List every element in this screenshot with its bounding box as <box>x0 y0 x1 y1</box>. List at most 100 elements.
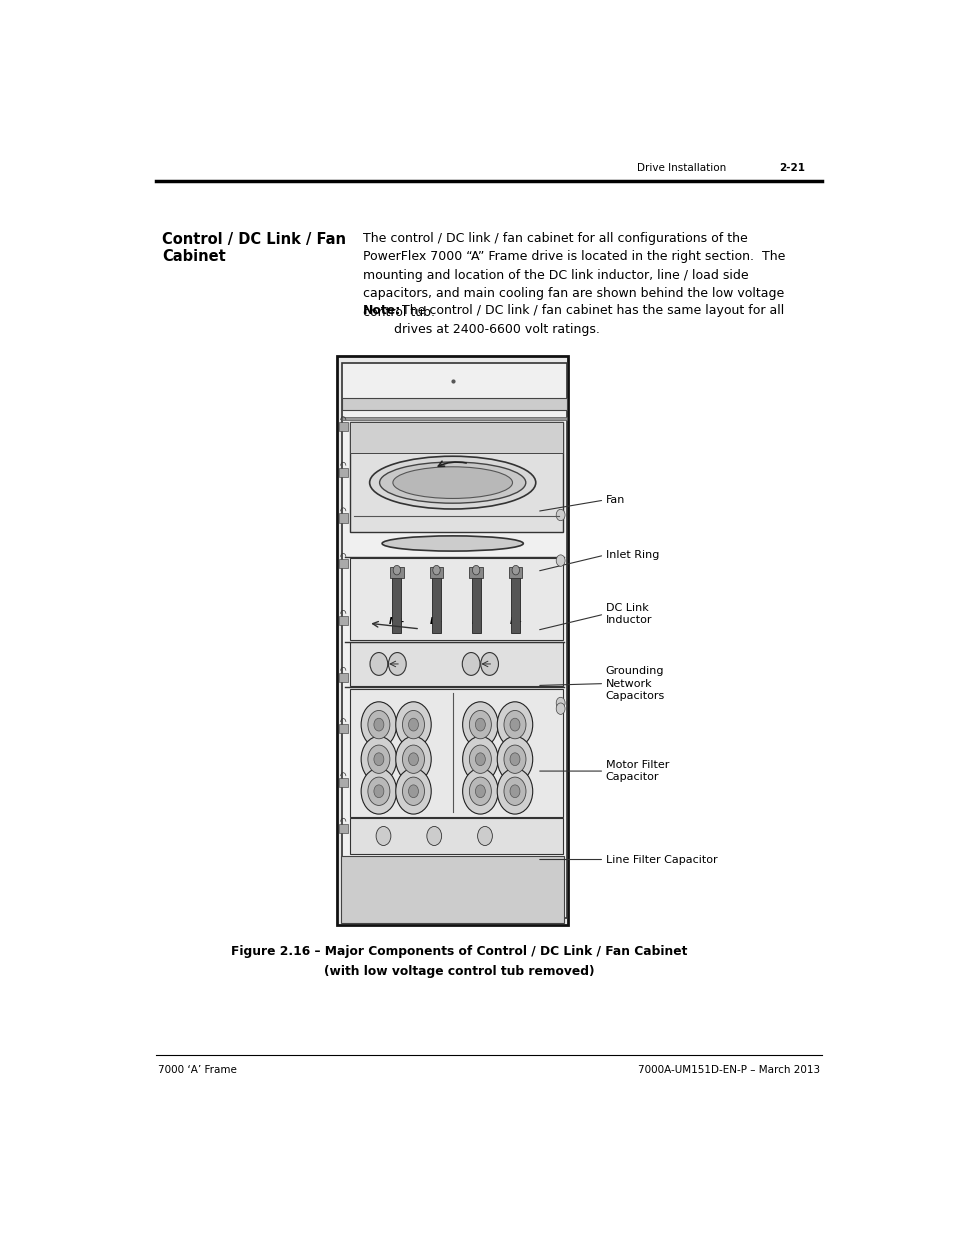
Text: Fan: Fan <box>605 495 624 505</box>
Text: Note:: Note: <box>363 304 401 317</box>
Text: L+: L+ <box>430 618 442 626</box>
Circle shape <box>462 768 497 814</box>
Ellipse shape <box>379 462 525 503</box>
Bar <box>338 468 348 477</box>
Circle shape <box>462 736 497 782</box>
Circle shape <box>556 509 564 521</box>
Text: Motor Filter
Capacitor: Motor Filter Capacitor <box>605 760 668 782</box>
Circle shape <box>469 745 491 773</box>
Bar <box>350 642 562 685</box>
Bar <box>338 422 348 431</box>
Circle shape <box>475 753 485 766</box>
Bar <box>350 818 562 853</box>
Bar <box>511 576 519 632</box>
Text: The control / DC link / fan cabinet has the same layout for all
drives at 2400-6: The control / DC link / fan cabinet has … <box>394 304 783 336</box>
Circle shape <box>472 566 479 576</box>
Circle shape <box>510 719 519 731</box>
Ellipse shape <box>369 456 536 509</box>
Bar <box>338 558 348 568</box>
Bar <box>338 824 348 834</box>
Bar <box>342 417 566 420</box>
Circle shape <box>462 701 497 747</box>
Ellipse shape <box>382 536 523 551</box>
Text: Grounding
Network
Capacitors: Grounding Network Capacitors <box>605 666 664 701</box>
Text: Line Filter Capacitor: Line Filter Capacitor <box>605 855 717 864</box>
Circle shape <box>368 710 390 739</box>
Bar <box>350 558 562 640</box>
Circle shape <box>393 566 400 576</box>
Text: M+: M+ <box>388 618 405 626</box>
Circle shape <box>361 736 396 782</box>
Circle shape <box>370 652 387 676</box>
Circle shape <box>497 768 532 814</box>
Bar <box>350 422 562 453</box>
Circle shape <box>374 719 383 731</box>
Text: 2-21: 2-21 <box>779 163 804 173</box>
Circle shape <box>469 710 491 739</box>
Circle shape <box>510 753 519 766</box>
Circle shape <box>361 701 396 747</box>
Circle shape <box>512 566 519 576</box>
Circle shape <box>408 753 418 766</box>
Circle shape <box>556 555 564 567</box>
Circle shape <box>388 652 406 676</box>
Bar <box>430 567 443 578</box>
Text: The control / DC link / fan cabinet for all configurations of the
PowerFlex 7000: The control / DC link / fan cabinet for … <box>363 232 784 319</box>
Text: DC Link
Inductor: DC Link Inductor <box>605 603 652 625</box>
FancyBboxPatch shape <box>337 356 567 925</box>
Circle shape <box>408 719 418 731</box>
Bar <box>338 513 348 522</box>
Circle shape <box>402 710 424 739</box>
Circle shape <box>462 652 479 676</box>
Bar <box>469 567 482 578</box>
Circle shape <box>556 698 564 709</box>
Circle shape <box>480 652 498 676</box>
Ellipse shape <box>393 467 512 499</box>
Circle shape <box>556 703 564 714</box>
Bar <box>342 398 566 410</box>
Circle shape <box>361 768 396 814</box>
Bar <box>341 856 564 924</box>
Circle shape <box>510 785 519 798</box>
Circle shape <box>408 785 418 798</box>
Text: Drive Installation: Drive Installation <box>637 163 725 173</box>
Circle shape <box>395 736 431 782</box>
Bar <box>509 567 522 578</box>
Text: 7000A-UM151D-EN-P – March 2013: 7000A-UM151D-EN-P – March 2013 <box>638 1065 820 1074</box>
Bar <box>432 576 440 632</box>
Bar <box>471 576 480 632</box>
Circle shape <box>503 710 525 739</box>
Bar <box>342 363 566 918</box>
Text: M-: M- <box>509 618 521 626</box>
Circle shape <box>375 826 391 846</box>
Circle shape <box>497 701 532 747</box>
Text: Inlet Ring: Inlet Ring <box>605 551 659 561</box>
Bar <box>390 567 403 578</box>
Circle shape <box>433 566 439 576</box>
Circle shape <box>475 719 485 731</box>
Circle shape <box>374 753 383 766</box>
Circle shape <box>368 777 390 805</box>
Circle shape <box>503 745 525 773</box>
Text: L-: L- <box>471 618 480 626</box>
Text: 7000 ‘A’ Frame: 7000 ‘A’ Frame <box>157 1065 236 1074</box>
Circle shape <box>368 745 390 773</box>
Bar <box>338 778 348 788</box>
Bar <box>350 422 562 532</box>
Text: (with low voltage control tub removed): (with low voltage control tub removed) <box>324 965 594 978</box>
Circle shape <box>402 745 424 773</box>
Circle shape <box>503 777 525 805</box>
Bar <box>350 689 562 816</box>
Text: Control / DC Link / Fan: Control / DC Link / Fan <box>162 232 346 247</box>
Bar <box>392 576 401 632</box>
Circle shape <box>374 785 383 798</box>
Bar <box>338 615 348 625</box>
Circle shape <box>477 826 492 846</box>
Circle shape <box>426 826 441 846</box>
Circle shape <box>469 777 491 805</box>
Circle shape <box>497 736 532 782</box>
Text: Cabinet: Cabinet <box>162 249 226 264</box>
Circle shape <box>475 785 485 798</box>
Circle shape <box>395 701 431 747</box>
Circle shape <box>402 777 424 805</box>
